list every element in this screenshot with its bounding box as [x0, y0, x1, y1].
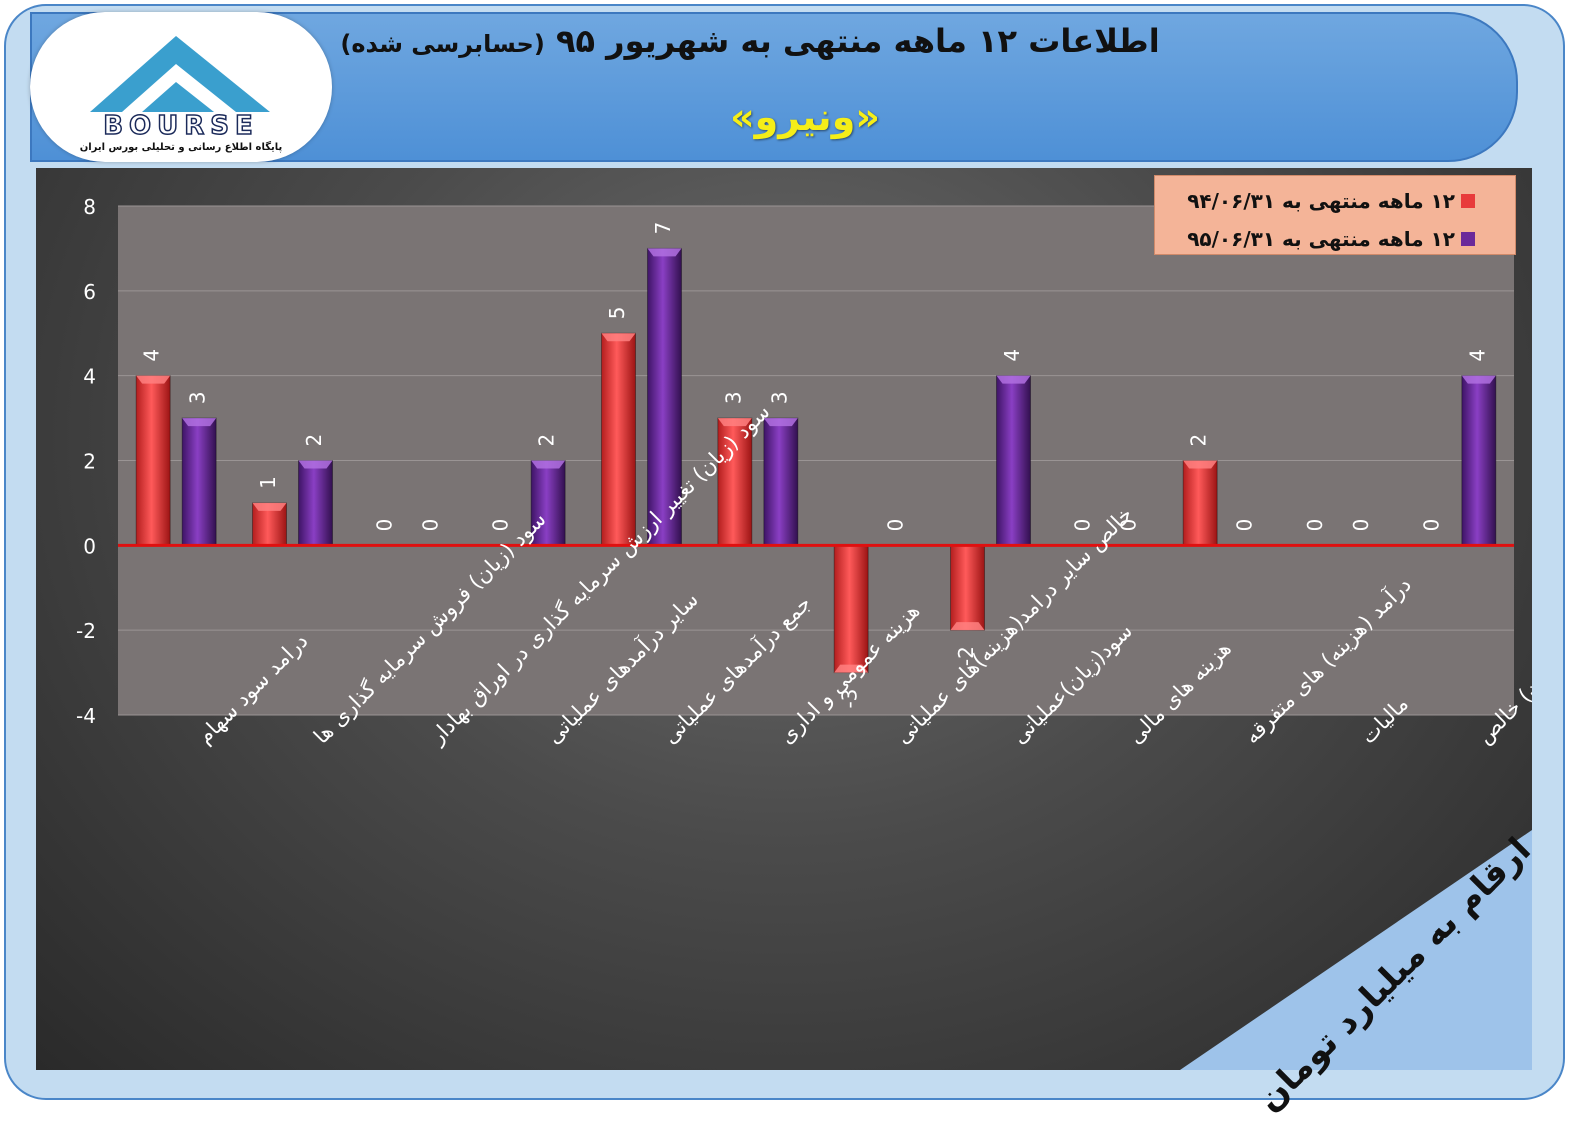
bar: [763, 417, 799, 546]
y-tick-label: 4: [83, 365, 96, 389]
bar: [996, 375, 1031, 546]
note-banner: [1180, 830, 1532, 1070]
data-label: 0: [1116, 519, 1140, 532]
bar: [647, 247, 682, 546]
data-label: 3: [767, 391, 791, 404]
bar: [950, 544, 985, 631]
bar: [1461, 375, 1497, 546]
data-label: 2: [1187, 434, 1211, 447]
data-label: 2: [535, 434, 559, 447]
data-label: -2: [954, 646, 978, 666]
bar: [601, 332, 636, 546]
page-title: اطلاعات ۱۲ ماهه منتهی به شهریور ۹۵ (حساب…: [340, 22, 1160, 62]
bar: [1182, 460, 1218, 546]
bar-cap: [950, 622, 985, 631]
data-label: 1: [256, 476, 280, 489]
bar-cap: [298, 460, 333, 469]
data-label: 0: [1233, 519, 1257, 532]
logo-brand: BOURSE: [103, 111, 259, 141]
y-tick-label: -4: [76, 704, 96, 728]
bar: [181, 417, 217, 546]
title-suffix: (حسابرسی شده): [340, 30, 545, 58]
bar: [717, 417, 753, 546]
bar: [298, 460, 333, 546]
data-label: 4: [140, 349, 164, 362]
logo-mountain-icon: [90, 36, 270, 112]
bar-cap: [996, 375, 1031, 384]
data-label: 3: [186, 391, 210, 404]
data-label: 5: [605, 307, 629, 320]
legend-item-1995: ۱۲ ماهه منتهی به ۹۵/۰۶/۳۱: [1187, 224, 1475, 254]
bar-cap: [531, 460, 566, 469]
bar-cap: [717, 418, 752, 427]
data-label: -3: [838, 689, 862, 709]
bar-cap: [182, 418, 217, 427]
data-label: 0: [1419, 519, 1443, 532]
title-main: اطلاعات ۱۲ ماهه منتهی به شهریور ۹۵: [555, 22, 1160, 60]
data-label: 0: [884, 519, 908, 532]
logo-tagline: پایگاه اطلاع رسانی و تحلیلی بورس ایران: [80, 140, 283, 153]
data-label: 4: [1465, 349, 1489, 362]
data-label: 0: [1303, 519, 1327, 532]
data-label: 0: [372, 519, 396, 532]
bar-cap: [601, 333, 636, 342]
y-tick-label: 6: [83, 280, 96, 304]
bar-cap: [1183, 460, 1218, 469]
bar-cap: [763, 418, 798, 427]
legend-item-1994: ۱۲ ماهه منتهی به ۹۴/۰۶/۳۱: [1187, 186, 1475, 216]
data-label: 4: [1000, 349, 1024, 362]
bar: [135, 375, 171, 546]
bar-cap: [834, 664, 869, 673]
bar-cap: [647, 248, 682, 257]
chart-area: -4 -2 0 2 4 6 8 4 1 0 0 5 3 -3 -2 0 2 0 0 3 2 0 2 7 3 0 4 0 0 0 4 درامد…: [36, 168, 1532, 1070]
data-label: 3: [721, 391, 745, 404]
company-name: «ونیرو»: [730, 95, 880, 139]
data-label: 0: [1070, 519, 1094, 532]
bourse-logo: BOURSE پایگاه اطلاع رسانی و تحلیلی بورس …: [30, 12, 332, 162]
legend-label-1: ۱۲ ماهه منتهی به ۹۴/۰۶/۳۱: [1187, 189, 1455, 213]
data-label: 2: [302, 434, 326, 447]
y-tick-label: -2: [76, 619, 96, 643]
y-tick-label: 0: [83, 534, 96, 558]
bar: [833, 544, 869, 674]
y-tick-label: 2: [83, 450, 96, 474]
data-label: 0: [418, 519, 442, 532]
y-tick-label: 8: [83, 195, 96, 219]
bar-cap: [136, 375, 171, 384]
legend-swatch-red: [1461, 194, 1475, 208]
data-label: 7: [651, 222, 675, 235]
legend-swatch-purple: [1461, 232, 1475, 246]
bar-cap: [252, 502, 287, 511]
chart-legend: ۱۲ ماهه منتهی به ۹۴/۰۶/۳۱ ۱۲ ماهه منتهی …: [1154, 175, 1516, 255]
data-label: 0: [489, 519, 513, 532]
legend-label-2: ۱۲ ماهه منتهی به ۹۵/۰۶/۳۱: [1187, 227, 1455, 251]
bar-cap: [1461, 375, 1496, 384]
data-label: 0: [1349, 519, 1373, 532]
